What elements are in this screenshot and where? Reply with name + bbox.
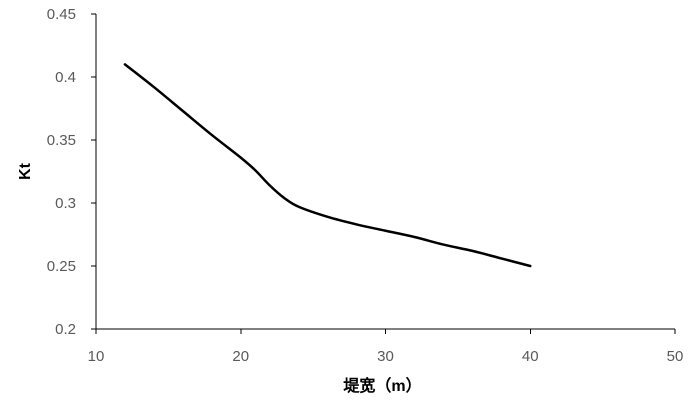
y-tick-label: 0.3 [55,195,76,212]
x-axis-ticks: 10 20 30 40 50 [88,329,684,365]
x-tick-label: 50 [667,348,684,365]
y-tick-label: 0.25 [47,258,76,275]
y-tick-label: 0.35 [47,132,76,149]
x-tick-label: 30 [377,348,394,365]
y-tick-label: 0.4 [55,69,76,86]
y-tick-label: 0.45 [47,6,76,23]
x-axis-title: 堤宽（m） [343,376,421,395]
series-layer [123,63,532,268]
y-axis-ticks: 0.2 0.25 0.3 0.35 0.4 0.45 [47,6,96,338]
series-line [123,63,532,268]
axes [95,14,675,330]
x-tick-label: 40 [522,348,539,365]
x-tick-label: 20 [232,348,249,365]
x-tick-label: 10 [88,348,105,365]
y-axis-title: Kt [17,162,34,180]
y-tick-label: 0.2 [55,321,76,338]
